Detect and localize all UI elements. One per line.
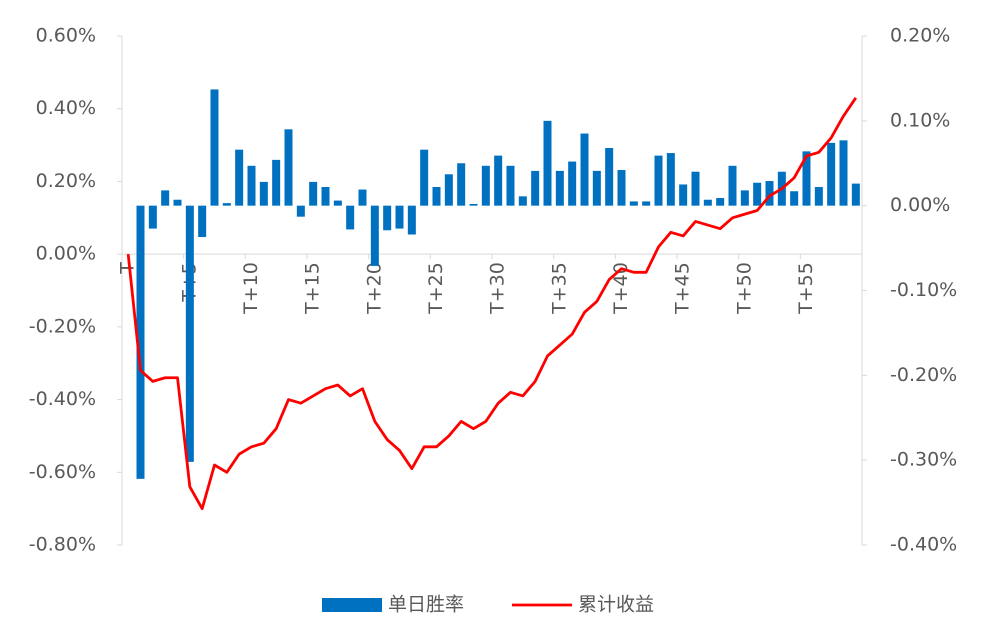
y2-tick-label: -0.30% [890,449,957,471]
bar [309,181,318,206]
bar [185,205,194,462]
y2-tick-label: -0.10% [890,279,957,301]
bar [370,205,379,266]
y-tick-label: -0.40% [29,388,96,410]
bar [432,187,441,206]
bar [543,120,552,206]
bar [531,170,540,206]
bar [654,155,663,206]
x-tick-label: T+10 [240,262,262,315]
x-tick-label: T+45 [672,262,694,315]
bar [284,129,293,206]
x-tick-label: T+30 [487,262,509,315]
y2-tick-label: 0.00% [890,194,950,216]
bar [198,205,207,238]
y-tick-label: 0.20% [36,170,96,192]
bar [629,201,638,206]
bar [802,151,811,206]
bar [568,161,577,206]
bar [605,147,614,206]
bar [235,149,244,206]
bar [420,149,429,206]
y-tick-label: -0.60% [29,461,96,483]
bar [580,133,589,206]
bar [506,165,515,206]
x-tick-label: T+20 [363,262,385,315]
bar [765,181,774,206]
bar [691,171,700,206]
bar [790,191,799,206]
bar [642,201,651,206]
bar [173,199,182,206]
x-tick-label: T+35 [548,262,570,315]
bar [457,163,466,206]
bar [753,182,762,206]
bar [703,199,712,206]
bar [494,155,503,206]
bar [555,170,564,206]
bar [148,205,157,229]
bar [136,205,145,479]
bar [469,203,478,206]
bar [161,190,170,206]
y2-tick-label: 0.10% [890,109,950,131]
bar [851,183,860,206]
bar [210,89,219,206]
y-tick-label: -0.80% [29,534,96,556]
bar [296,205,305,217]
bar [814,187,823,206]
bar [346,205,355,230]
bar [358,189,367,206]
bar [679,184,688,206]
x-tick-label: T+25 [425,262,447,315]
bar [333,200,342,206]
bar [666,153,675,206]
y-tick-label: 0.40% [36,97,96,119]
y2-tick-label: 0.20% [890,25,950,47]
y-tick-label: -0.20% [29,315,96,337]
bar [728,165,737,206]
y-tick-label: 0.60% [36,25,96,47]
bar [444,174,453,206]
line [126,97,857,511]
bar [716,198,725,206]
bar [827,142,836,206]
x-tick-label: T+15 [302,262,324,315]
x-tick-label: T+55 [795,262,817,315]
bar [407,205,416,235]
bar [383,205,392,231]
bar [518,196,527,206]
legend-label: 累计收益 [578,594,654,616]
x-tick-label: T+50 [733,262,755,315]
x-tick-label: T [117,262,139,275]
bar [592,170,601,206]
y-tick-label: 0.00% [36,243,96,265]
bar [247,165,256,206]
bar [481,165,490,206]
y2-tick-label: -0.40% [890,534,957,556]
bar [617,170,626,206]
bar [321,187,330,206]
bar [740,190,749,206]
bar [272,159,281,206]
bar [839,140,848,206]
legend-swatch [322,598,382,612]
bar [395,205,404,229]
bar [259,181,268,206]
bar [222,203,231,206]
y2-tick-label: -0.20% [890,364,957,386]
legend-label: 单日胜率 [388,594,464,616]
